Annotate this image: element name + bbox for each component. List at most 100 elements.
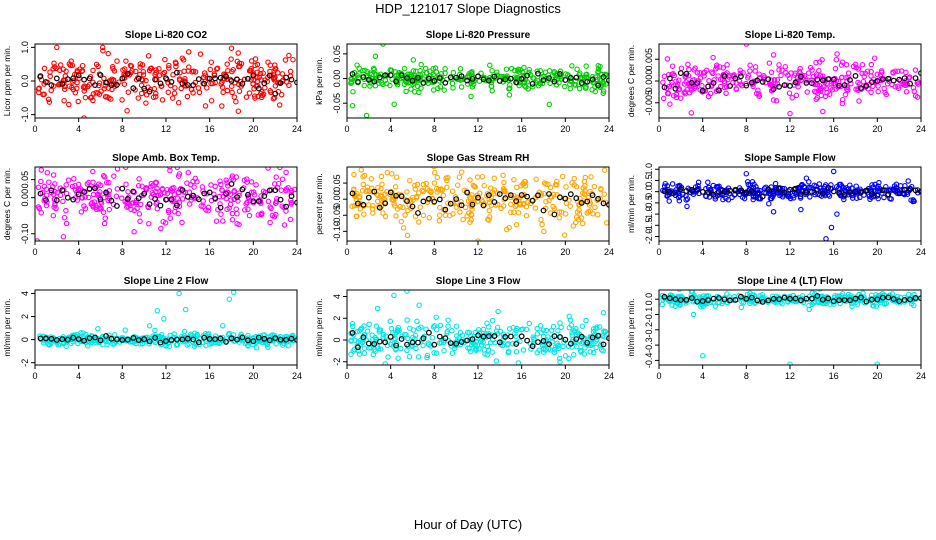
data-point (433, 350, 440, 356)
data-point (248, 189, 255, 196)
mean-point (277, 336, 284, 343)
data-point (145, 204, 152, 211)
y-axis-label: degrees C per min. (2, 168, 12, 240)
data-point (152, 327, 158, 334)
mean-point (360, 201, 367, 208)
data-point (860, 290, 866, 296)
y-tick-label: -1.0 (644, 206, 654, 222)
data-point (101, 174, 108, 180)
outlier-point (787, 361, 793, 365)
data-point (363, 188, 369, 195)
mean-point (152, 334, 159, 341)
data-point (751, 294, 758, 300)
data-point (415, 354, 422, 360)
data-point (405, 343, 412, 349)
mean-point (212, 195, 219, 202)
data-point (350, 323, 356, 330)
data-point (79, 188, 86, 194)
mean-point (699, 188, 706, 195)
mean-point (223, 338, 229, 345)
data-point (98, 205, 104, 212)
data-point (580, 185, 587, 191)
data-point (262, 189, 269, 196)
data-point (151, 86, 158, 92)
x-tick-label: 20 (248, 124, 258, 134)
x-tick-label: 4 (700, 124, 705, 134)
data-point (181, 328, 188, 335)
data-point (700, 295, 706, 302)
mean-point (524, 72, 530, 79)
data-point (669, 63, 676, 69)
outlier-point (830, 168, 837, 175)
data-point (441, 87, 447, 93)
mean-point (578, 333, 585, 340)
y-axis-label: degrees C per min. (626, 45, 636, 117)
data-point (359, 188, 366, 194)
outlier-point (828, 224, 835, 231)
mean-point (201, 190, 208, 197)
data-point (245, 335, 251, 341)
data-point (236, 221, 242, 228)
data-point (128, 63, 135, 69)
data-point (195, 85, 202, 91)
data-point (80, 330, 86, 336)
data-point (63, 220, 70, 227)
data-point (286, 82, 292, 89)
data-point (708, 69, 715, 75)
y-axis-label: kPa per min. (314, 57, 324, 105)
data-point (484, 352, 490, 358)
data-point (723, 90, 729, 97)
data-point (219, 103, 225, 109)
mean-point (409, 339, 416, 346)
data-point (725, 197, 732, 203)
data-point (736, 78, 743, 85)
data-point (175, 210, 181, 217)
data-point (445, 200, 451, 206)
data-point (140, 335, 146, 341)
data-point (513, 333, 519, 340)
data-point (601, 191, 608, 197)
x-tick-label: 12 (473, 124, 483, 134)
data-point (449, 328, 455, 334)
mean-point (551, 333, 558, 340)
data-point (200, 203, 206, 210)
data-point (853, 64, 860, 71)
mean-point (124, 195, 131, 202)
mean-point (43, 335, 49, 342)
data-point (450, 85, 456, 91)
data-point (706, 78, 712, 84)
data-point (588, 342, 594, 349)
data-point (480, 199, 486, 205)
data-point (400, 225, 407, 231)
data-point (210, 80, 216, 87)
mean-point (130, 335, 137, 341)
data-point (472, 184, 478, 190)
mean-point (836, 190, 842, 197)
data-point (153, 90, 159, 97)
outlier-point (475, 238, 481, 241)
mean-point (179, 80, 186, 87)
data-point (218, 81, 224, 87)
data-point (277, 333, 284, 340)
y-tick-label: 0 (332, 337, 342, 342)
mean-point (540, 207, 547, 214)
x-tick-label: 4 (700, 247, 705, 257)
mean-point (398, 336, 405, 342)
data-point (360, 173, 366, 180)
data-point (391, 336, 397, 343)
data-point (513, 327, 520, 334)
data-point (374, 344, 381, 350)
data-point (96, 80, 103, 86)
data-point (590, 329, 597, 335)
data-point (539, 221, 545, 228)
data-point (717, 76, 724, 83)
data-point (503, 66, 510, 72)
data-point (229, 89, 235, 96)
mean-point (152, 196, 159, 202)
data-point (88, 201, 94, 207)
data-point (84, 181, 91, 187)
mean-point (376, 338, 383, 345)
data-point (864, 68, 871, 74)
data-point (244, 176, 250, 182)
